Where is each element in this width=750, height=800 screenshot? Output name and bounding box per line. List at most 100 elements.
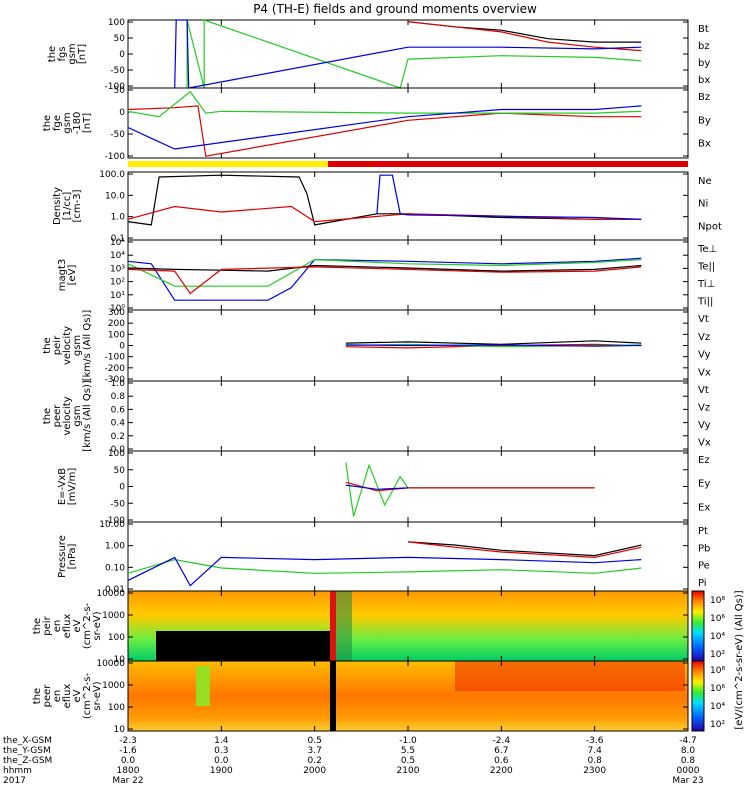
- y-tick-label: 0.01: [105, 585, 125, 595]
- y-tick-label: 1.0: [111, 213, 126, 223]
- y-tick-label: 100: [108, 633, 125, 643]
- x-axis-row-label: the_X-GSM: [3, 736, 52, 746]
- x-tick-label: Mar 22: [112, 776, 143, 786]
- legend-entry: Pi: [698, 578, 707, 589]
- y-tick-label: 300: [108, 308, 125, 318]
- y-tick-label: 10²: [110, 278, 125, 288]
- panel-density: 100.0 10.0 1.0 0.1 Density [1/cc] [cm-3] Ne Ni Np…: [52, 170, 722, 244]
- series-line-Pb: [407, 541, 642, 559]
- y-tick-label: 100: [108, 703, 125, 713]
- panel-fgs: 100 50 0 -50 -100 the fgs gsm [nT] Bt bz by bx: [47, 18, 710, 92]
- y-tick-label: 1000: [102, 681, 125, 691]
- y-axis-label: the: [42, 408, 53, 424]
- y-tick-label: 10000: [96, 589, 125, 599]
- colorbar-tick-label: 10²: [710, 720, 725, 730]
- heatmap-black-stripe: [330, 661, 336, 731]
- colorbar-tick-label: 10⁶: [710, 684, 725, 694]
- colorbar: [691, 590, 705, 662]
- panel-frame: [127, 239, 689, 311]
- panel-frame: [127, 87, 689, 159]
- panel-frame: [127, 521, 689, 592]
- x-tick-label: 0.5: [308, 736, 322, 746]
- y-axis-label: the: [42, 115, 53, 131]
- y-tick-label: 10¹: [110, 291, 125, 301]
- y-tick-label: 200: [108, 319, 125, 329]
- y-axis-label: en: [52, 620, 63, 633]
- y-axis-label: sr-eV): [92, 681, 103, 710]
- x-tick-label: 3.7: [308, 746, 322, 756]
- y-axis-label: (cm^2-s-: [82, 602, 93, 649]
- legend-entry: Ni: [698, 199, 708, 210]
- series-line-Ni: [127, 174, 642, 226]
- heatmap-green-column: [196, 666, 210, 706]
- y-tick-label: -100: [105, 82, 126, 92]
- y-axis-label: [nPa]: [67, 543, 78, 569]
- heatmap-red-band: [455, 661, 685, 691]
- x-tick-label: 1900: [210, 766, 233, 776]
- legend-entry: By: [698, 115, 711, 126]
- series-line-Vx: [345, 344, 642, 347]
- legend-entry: Bx: [698, 139, 711, 150]
- x-tick-label: 0.0: [214, 756, 229, 766]
- x-tick-label: 2000: [303, 766, 326, 776]
- x-tick-label: -3.6: [586, 736, 604, 746]
- y-tick-label: 50: [114, 86, 126, 96]
- legend-entry: Te⊥: [697, 244, 717, 255]
- x-tick-label: 0000: [677, 766, 700, 776]
- status-segment-yellow: [128, 161, 328, 167]
- y-axis-label: the: [32, 688, 43, 704]
- x-tick-label: 1.4: [214, 736, 229, 746]
- series-line-bx: [174, 19, 642, 89]
- y-tick-label: 0: [119, 50, 125, 60]
- y-axis-label: the: [32, 618, 43, 634]
- y-tick-label: -100: [105, 353, 126, 363]
- y-tick-label: 50: [114, 466, 126, 476]
- x-tick-label: 6.7: [494, 746, 508, 756]
- y-tick-label: 0.2: [111, 432, 125, 442]
- legend-entry: Vz: [698, 332, 710, 343]
- colorbar-tick-label: 10⁸: [710, 666, 725, 676]
- legend-entry: Te||: [697, 262, 715, 273]
- y-axis-label: gsm: [67, 43, 78, 64]
- series-line-bz: [407, 21, 642, 52]
- legend-entry: Ey: [698, 479, 710, 490]
- legend-entry: by: [698, 58, 710, 69]
- y-axis-label: [cm-3]: [72, 189, 83, 222]
- y-axis-label: en: [52, 690, 63, 703]
- series-line-Bx: [127, 105, 642, 150]
- legend-entry: Ti⊥: [697, 279, 715, 290]
- y-tick-label: 100: [108, 330, 125, 340]
- y-tick-label: 0.4: [111, 419, 126, 429]
- series-line-Vt: [345, 340, 642, 345]
- y-axis-label: sr-eV): [92, 611, 103, 640]
- x-axis-row-label: the_Z-GSM: [3, 756, 52, 766]
- y-axis-label: peer: [52, 404, 63, 428]
- y-axis-label: the: [42, 337, 53, 353]
- series-line-Ti||: [127, 257, 642, 301]
- series-line-Ne: [127, 205, 642, 223]
- y-axis-label: fgs: [57, 46, 68, 61]
- legend-entry: Vy: [698, 350, 711, 361]
- y-axis-label: [eV]: [67, 265, 78, 286]
- series-line-Bz: [127, 105, 642, 157]
- x-tick-label: 0.0: [121, 756, 136, 766]
- y-tick-label: 0.0: [111, 445, 126, 455]
- legend-entry: Ez: [698, 455, 710, 466]
- y-tick-label: 1.0: [111, 379, 126, 389]
- y-axis-label: the: [47, 46, 58, 62]
- x-axis-row-label: the_Y-GSM: [3, 746, 51, 756]
- series-line-by: [186, 19, 642, 89]
- y-tick-label: 10⁰: [110, 304, 125, 314]
- series-line-Pt: [407, 541, 642, 557]
- legend-entry: Ti||: [697, 297, 713, 308]
- status-bar: [128, 161, 688, 167]
- x-tick-label: 0.6: [494, 756, 509, 766]
- panel-peir_eflux: 10000 1000 100 10 the peir en eflux eV (cm^2-s-sr…: [32, 589, 689, 665]
- y-tick-label: -50: [110, 499, 125, 509]
- y-tick-label: -300: [105, 375, 126, 385]
- y-tick-label: 1.00: [105, 542, 125, 552]
- y-tick-label: 0.8: [111, 392, 126, 402]
- legend-entry: Ex: [698, 502, 710, 513]
